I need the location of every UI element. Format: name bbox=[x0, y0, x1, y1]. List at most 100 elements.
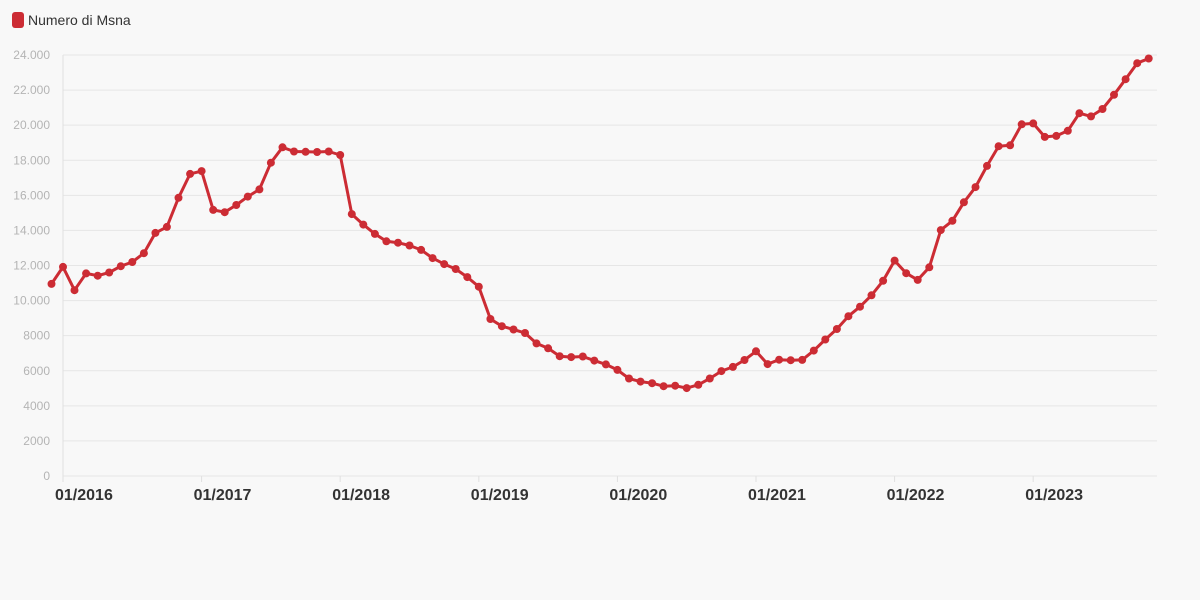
data-point[interactable] bbox=[682, 384, 691, 393]
data-point[interactable] bbox=[232, 201, 241, 209]
data-point[interactable] bbox=[671, 381, 680, 390]
data-point[interactable] bbox=[290, 147, 298, 156]
data-point[interactable] bbox=[694, 380, 703, 389]
data-point[interactable] bbox=[243, 192, 252, 201]
data-point[interactable] bbox=[625, 374, 633, 383]
data-point[interactable] bbox=[347, 210, 356, 219]
data-point[interactable] bbox=[139, 249, 148, 258]
data-point[interactable] bbox=[544, 344, 553, 353]
data-point[interactable] bbox=[601, 360, 610, 369]
data-point[interactable] bbox=[197, 167, 206, 176]
data-point[interactable] bbox=[486, 315, 495, 323]
data-point[interactable] bbox=[186, 169, 195, 178]
data-point[interactable] bbox=[567, 353, 576, 362]
data-point[interactable] bbox=[382, 237, 391, 246]
data-point[interactable] bbox=[636, 377, 645, 386]
data-point[interactable] bbox=[128, 258, 137, 266]
data-point[interactable] bbox=[832, 325, 841, 333]
data-point[interactable] bbox=[220, 208, 229, 217]
data-point[interactable] bbox=[70, 286, 79, 295]
data-point[interactable] bbox=[1121, 75, 1130, 84]
data-point[interactable] bbox=[590, 356, 599, 365]
data-point[interactable] bbox=[59, 262, 67, 271]
data-point[interactable] bbox=[509, 325, 518, 334]
data-point[interactable] bbox=[925, 263, 934, 272]
data-point[interactable] bbox=[613, 365, 622, 374]
data-point[interactable] bbox=[428, 254, 437, 263]
data-point[interactable] bbox=[174, 193, 183, 202]
data-point[interactable] bbox=[1029, 119, 1038, 128]
data-point[interactable] bbox=[867, 291, 876, 300]
data-point[interactable] bbox=[359, 220, 368, 229]
data-point[interactable] bbox=[497, 322, 506, 331]
data-point[interactable] bbox=[994, 142, 1003, 151]
x-tick-label: 01/2023 bbox=[1025, 487, 1083, 504]
data-point[interactable] bbox=[1098, 105, 1107, 113]
legend[interactable]: Numero di Msna bbox=[12, 12, 131, 28]
y-tick-label: 8000 bbox=[23, 329, 50, 343]
data-point[interactable] bbox=[1006, 141, 1015, 150]
data-point[interactable] bbox=[659, 382, 668, 391]
data-point[interactable] bbox=[405, 241, 414, 250]
data-point[interactable] bbox=[116, 262, 125, 271]
data-point[interactable] bbox=[324, 147, 333, 156]
data-point[interactable] bbox=[752, 347, 760, 356]
data-point[interactable] bbox=[763, 360, 772, 369]
data-point[interactable] bbox=[786, 356, 795, 365]
data-point[interactable] bbox=[417, 245, 426, 254]
data-point[interactable] bbox=[1075, 109, 1084, 118]
data-point[interactable] bbox=[1040, 132, 1049, 141]
data-point[interactable] bbox=[105, 268, 114, 277]
data-point[interactable] bbox=[532, 339, 541, 348]
data-point[interactable] bbox=[162, 222, 171, 231]
data-point[interactable] bbox=[1110, 90, 1118, 99]
data-point[interactable] bbox=[555, 352, 564, 361]
data-point[interactable] bbox=[394, 238, 402, 247]
data-point[interactable] bbox=[521, 329, 529, 337]
series-layer bbox=[47, 54, 1153, 393]
data-point[interactable] bbox=[82, 269, 91, 278]
data-point[interactable] bbox=[278, 143, 287, 152]
data-point[interactable] bbox=[856, 302, 864, 311]
data-point[interactable] bbox=[1144, 54, 1153, 63]
data-point[interactable] bbox=[936, 226, 945, 235]
data-point[interactable] bbox=[440, 260, 449, 269]
data-point[interactable] bbox=[313, 148, 322, 156]
data-point[interactable] bbox=[578, 352, 587, 361]
data-point[interactable] bbox=[451, 265, 460, 273]
data-point[interactable] bbox=[821, 335, 830, 344]
data-point[interactable] bbox=[1017, 120, 1026, 129]
data-point[interactable] bbox=[266, 158, 275, 167]
data-point[interactable] bbox=[1063, 126, 1072, 135]
data-point[interactable] bbox=[705, 374, 714, 383]
data-point[interactable] bbox=[879, 276, 888, 285]
data-point[interactable] bbox=[809, 346, 818, 355]
data-point[interactable] bbox=[902, 269, 911, 278]
data-point[interactable] bbox=[151, 228, 160, 237]
data-point[interactable] bbox=[775, 355, 784, 364]
data-point[interactable] bbox=[1052, 131, 1061, 140]
data-point[interactable] bbox=[798, 355, 807, 364]
data-point[interactable] bbox=[971, 183, 980, 192]
data-point[interactable] bbox=[301, 147, 310, 156]
data-point[interactable] bbox=[255, 185, 264, 194]
data-point[interactable] bbox=[983, 161, 991, 170]
data-point[interactable] bbox=[370, 229, 379, 238]
data-point[interactable] bbox=[1087, 112, 1095, 121]
data-point[interactable] bbox=[717, 367, 726, 376]
data-point[interactable] bbox=[648, 379, 657, 388]
data-point[interactable] bbox=[47, 279, 56, 288]
data-point[interactable] bbox=[913, 275, 922, 284]
data-point[interactable] bbox=[844, 312, 853, 321]
data-point[interactable] bbox=[463, 273, 472, 282]
data-point[interactable] bbox=[93, 271, 102, 280]
data-point[interactable] bbox=[740, 356, 749, 364]
data-point[interactable] bbox=[474, 282, 483, 291]
data-point[interactable] bbox=[1133, 59, 1142, 68]
data-point[interactable] bbox=[959, 198, 968, 207]
data-point[interactable] bbox=[728, 362, 737, 371]
data-point[interactable] bbox=[336, 151, 345, 159]
data-point[interactable] bbox=[209, 205, 218, 214]
data-point[interactable] bbox=[948, 216, 957, 225]
data-point[interactable] bbox=[890, 256, 899, 265]
